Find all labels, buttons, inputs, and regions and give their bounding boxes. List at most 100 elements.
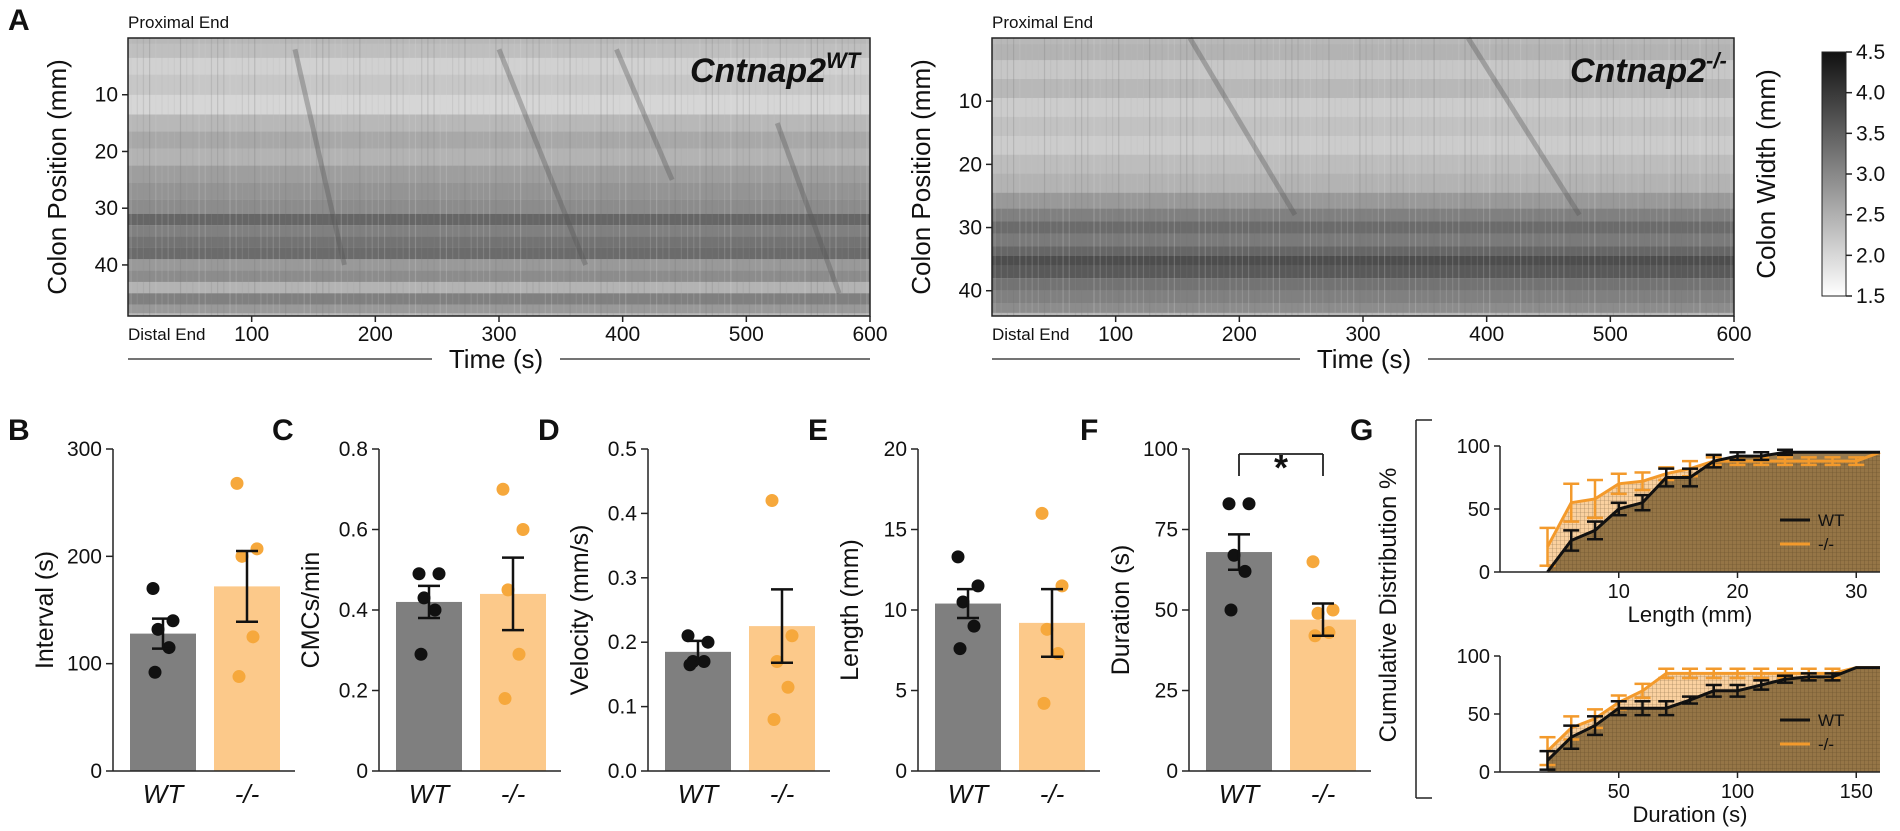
heatmap-band <box>992 221 1734 234</box>
colorbar-tick-label: 4.5 <box>1856 41 1885 64</box>
cdf-ylabel: Cumulative Distribution % <box>1375 468 1402 743</box>
heatmap-streak <box>291 38 293 316</box>
y-tick-label: 0.5 <box>608 438 637 461</box>
data-point-wt <box>1238 564 1252 578</box>
data-point-wt <box>953 642 967 656</box>
y-tick-label: 0.4 <box>339 599 369 622</box>
heatmap-streak <box>767 38 769 316</box>
y-tick-label: 50 <box>1468 704 1490 726</box>
heatmap-streak <box>1575 38 1577 316</box>
heatmap-streak <box>773 38 775 316</box>
heatmap-streak <box>179 38 182 316</box>
heatmap-streak <box>433 38 435 316</box>
data-point-wt <box>432 567 446 581</box>
heatmap-streak <box>1013 38 1015 316</box>
heatmap-streak <box>1581 38 1584 316</box>
heatmap-streak <box>1093 38 1095 316</box>
cdf-panel: Cumulative Distribution % 0 50 100 10 20 30 Le… <box>1375 419 1881 827</box>
heatmap-band <box>128 304 870 314</box>
heatmap-streak <box>1309 38 1312 316</box>
heatmap-streak <box>1340 38 1342 316</box>
heatmap-streak <box>223 38 225 316</box>
y-tick-label: 0.3 <box>608 567 637 590</box>
heatmap-streak <box>520 38 522 316</box>
x-tick-label: 600 <box>1716 323 1751 346</box>
data-point-wt <box>1222 497 1236 511</box>
heatmap-streak <box>1482 38 1485 316</box>
heatmap-streak <box>754 38 757 316</box>
data-point-ko <box>501 583 515 597</box>
data-point-ko <box>1311 606 1325 620</box>
data-point-ko <box>770 655 784 669</box>
y-tick-label: 30 <box>95 197 118 220</box>
heatmap-streak <box>1625 38 1627 316</box>
heatmap-streak <box>1476 38 1478 316</box>
heatmap-streak <box>1272 38 1274 316</box>
heatmap-streak <box>1149 38 1151 316</box>
legend-label-wt: WT <box>1818 711 1844 730</box>
heatmap-band <box>992 246 1734 256</box>
heatmap-band <box>128 247 870 260</box>
heatmap-streak <box>1693 38 1695 316</box>
heatmap-streak <box>260 38 262 316</box>
colorbar-tick-label: 3.5 <box>1856 122 1885 145</box>
heatmap-streak <box>1408 38 1410 316</box>
heatmap-streak <box>538 38 540 316</box>
heatmap-ko-title: Cntnap2-/- <box>1570 48 1727 90</box>
heatmap-streak <box>1000 38 1002 316</box>
heatmap-streak <box>1278 38 1281 316</box>
x-tick-label: 500 <box>1593 323 1628 346</box>
heatmap-ko-proximal-label: Proximal End <box>992 13 1093 32</box>
heatmap-band <box>128 281 870 294</box>
x-tick-label: 30 <box>1845 581 1867 603</box>
heatmap-streak <box>402 38 404 316</box>
heatmap-streak <box>1618 38 1621 316</box>
heatmap-streak <box>656 38 658 316</box>
heatmap-streak <box>1173 38 1175 316</box>
heatmap-streak <box>1285 38 1287 316</box>
heatmap-streak <box>1526 38 1528 316</box>
heatmap-band <box>128 43 870 58</box>
heatmap-streak <box>994 38 996 316</box>
heatmap-streak <box>829 38 831 316</box>
y-tick-label: 0 <box>90 760 102 783</box>
heatmap-streak <box>1631 38 1633 316</box>
bar-chart-cmcs: 0 0.2 0.4 0.6 0.8 WT -/- CMCs/min <box>297 438 561 809</box>
heatmap-streak <box>1643 38 1645 316</box>
heatmap-streak <box>217 38 219 316</box>
heatmap-streak <box>550 38 553 316</box>
y-tick-label: 75 <box>1155 519 1178 542</box>
heatmap-streak <box>1569 38 1571 316</box>
bar-wt <box>665 651 731 771</box>
heatmap-band <box>992 79 1734 99</box>
heatmap-streak <box>1179 38 1182 316</box>
y-tick-label: 0 <box>1166 760 1178 783</box>
heatmap-streak <box>266 38 268 316</box>
x-category-label: -/- <box>501 779 526 809</box>
data-point-wt <box>151 622 165 636</box>
heatmap-streak <box>1717 38 1720 316</box>
heatmap-streak <box>680 38 682 316</box>
heatmap-band <box>992 173 1734 193</box>
y-tick-label: 50 <box>1468 499 1490 521</box>
heatmap-streak <box>557 38 559 316</box>
heatmap-streak <box>1050 38 1052 316</box>
heatmap-contraction-wave <box>1466 36 1582 217</box>
heatmap-streak <box>1649 38 1652 316</box>
heatmap-streak <box>1705 38 1707 316</box>
heatmap-streak <box>476 38 478 316</box>
heatmap-ko-bands <box>992 36 1734 316</box>
heatmap-streak <box>637 38 639 316</box>
heatmap-streak <box>1192 38 1194 316</box>
y-tick-label: 0.0 <box>608 760 637 783</box>
heatmap-streak <box>1068 38 1070 316</box>
heatmap-band <box>992 60 1734 80</box>
heatmap-streak <box>618 38 621 316</box>
data-point-ko <box>1326 603 1340 617</box>
y-tick-label: 100 <box>67 653 102 676</box>
data-point-ko <box>767 712 781 726</box>
heatmap-streak <box>1260 38 1262 316</box>
data-point-wt <box>681 629 695 643</box>
heatmap-wt-title: Cntnap2WT <box>690 48 862 90</box>
heatmap-streak <box>353 38 355 316</box>
